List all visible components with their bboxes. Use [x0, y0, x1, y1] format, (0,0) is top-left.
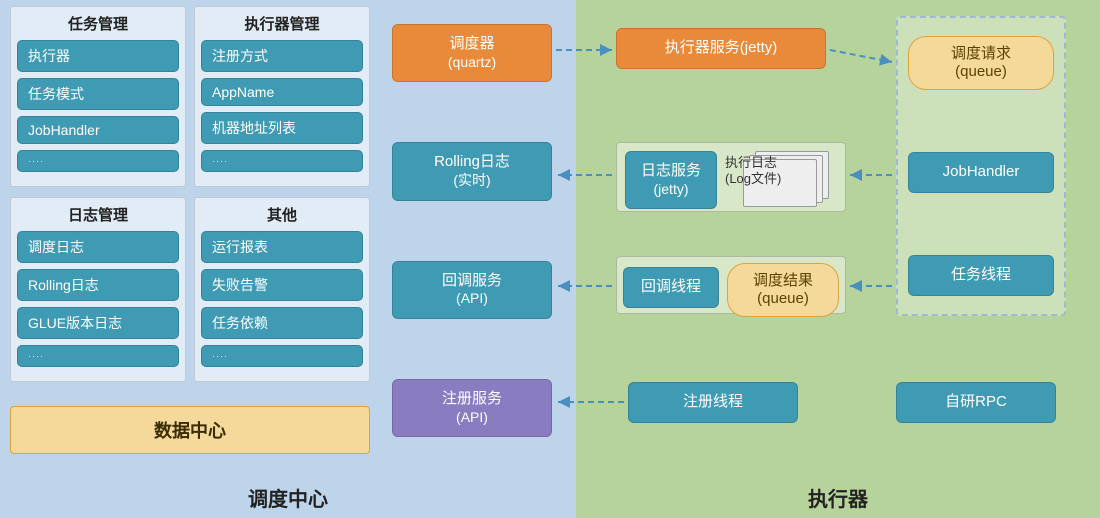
pill: GLUE版本日志: [17, 307, 179, 339]
log-service-node: 日志服务 (jetty): [625, 151, 717, 209]
management-quad: 任务管理 执行器 任务模式 JobHandler ···· 执行器管理 注册方式…: [10, 6, 370, 392]
log-files-label: 执行日志 (Log文件): [725, 155, 837, 186]
data-center-bar: 数据中心: [10, 406, 370, 454]
job-handler-node: JobHandler: [908, 152, 1054, 193]
register-label-2: (API): [401, 409, 543, 427]
other-title: 其他: [201, 204, 363, 225]
pill: 任务依赖: [201, 307, 363, 339]
log-management-title: 日志管理: [17, 204, 179, 225]
pill: 运行报表: [201, 231, 363, 263]
register-thread-node: 注册线程: [628, 382, 798, 423]
register-service-node: 注册服务 (API): [392, 379, 552, 437]
pill: AppName: [201, 78, 363, 106]
pill: 任务模式: [17, 78, 179, 110]
executor-internal-column: 调度请求 (queue) JobHandler 任务线程: [896, 16, 1066, 316]
pill: JobHandler: [17, 116, 179, 144]
dispatch-center-panel: 任务管理 执行器 任务模式 JobHandler ···· 执行器管理 注册方式…: [0, 0, 576, 518]
pill: ····: [17, 150, 179, 172]
callback-service-node: 回调服务 (API): [392, 261, 552, 319]
log-files-stack: 执行日志 (Log文件): [725, 149, 837, 207]
scheduler-label-1: 调度器: [449, 35, 494, 52]
executor-title: 执行器: [576, 483, 1100, 512]
rpc-node: 自研RPC: [896, 382, 1056, 423]
executor-service-node: 执行器服务(jetty): [616, 28, 826, 69]
pill: 失败告警: [201, 269, 363, 301]
architecture-diagram: 任务管理 执行器 任务模式 JobHandler ···· 执行器管理 注册方式…: [0, 0, 1100, 518]
rolling-label-2: (实时): [401, 172, 543, 190]
pill: ····: [17, 345, 179, 367]
log-management-box: 日志管理 调度日志 Rolling日志 GLUE版本日志 ····: [10, 197, 186, 382]
task-management-title: 任务管理: [17, 13, 179, 34]
rolling-label-1: Rolling日志: [434, 153, 510, 170]
executor-management-box: 执行器管理 注册方式 AppName 机器地址列表 ····: [194, 6, 370, 187]
pill: 注册方式: [201, 40, 363, 72]
other-box: 其他 运行报表 失败告警 任务依赖 ····: [194, 197, 370, 382]
log-svc-label-2: (jetty): [634, 181, 708, 199]
scheduler-node: 调度器 (quartz): [392, 24, 552, 82]
callback-group: 回调线程 调度结果 (queue): [616, 256, 846, 314]
dispatch-center-title: 调度中心: [0, 483, 576, 512]
callback-queue-capsule: 调度结果 (queue): [727, 263, 839, 317]
pill: 机器地址列表: [201, 112, 363, 144]
log-group: 日志服务 (jetty) 执行日志 (Log文件): [616, 142, 846, 212]
pill: Rolling日志: [17, 269, 179, 301]
executor-panel: 执行器服务(jetty) 日志服务 (jetty) 执行日志 (Log文件) 回…: [576, 0, 1100, 518]
request-queue-capsule: 调度请求 (queue): [908, 36, 1054, 90]
pill: 执行器: [17, 40, 179, 72]
executor-service-label: 执行器服务(jetty): [665, 39, 778, 56]
rolling-log-node: Rolling日志 (实时): [392, 142, 552, 200]
pill: ····: [201, 345, 363, 367]
callback-thread-node: 回调线程: [623, 267, 719, 308]
callback-label-1: 回调服务: [442, 272, 502, 289]
pill: ····: [201, 150, 363, 172]
executor-management-title: 执行器管理: [201, 13, 363, 34]
register-label-1: 注册服务: [442, 390, 502, 407]
log-svc-label-1: 日志服务: [641, 162, 701, 179]
task-thread-node: 任务线程: [908, 255, 1054, 296]
callback-label-2: (API): [401, 290, 543, 308]
pill: 调度日志: [17, 231, 179, 263]
task-management-box: 任务管理 执行器 任务模式 JobHandler ····: [10, 6, 186, 187]
scheduler-label-2: (quartz): [401, 54, 543, 72]
middle-services-column: 调度器 (quartz) Rolling日志 (实时) 回调服务 (API) 注…: [392, 24, 552, 437]
